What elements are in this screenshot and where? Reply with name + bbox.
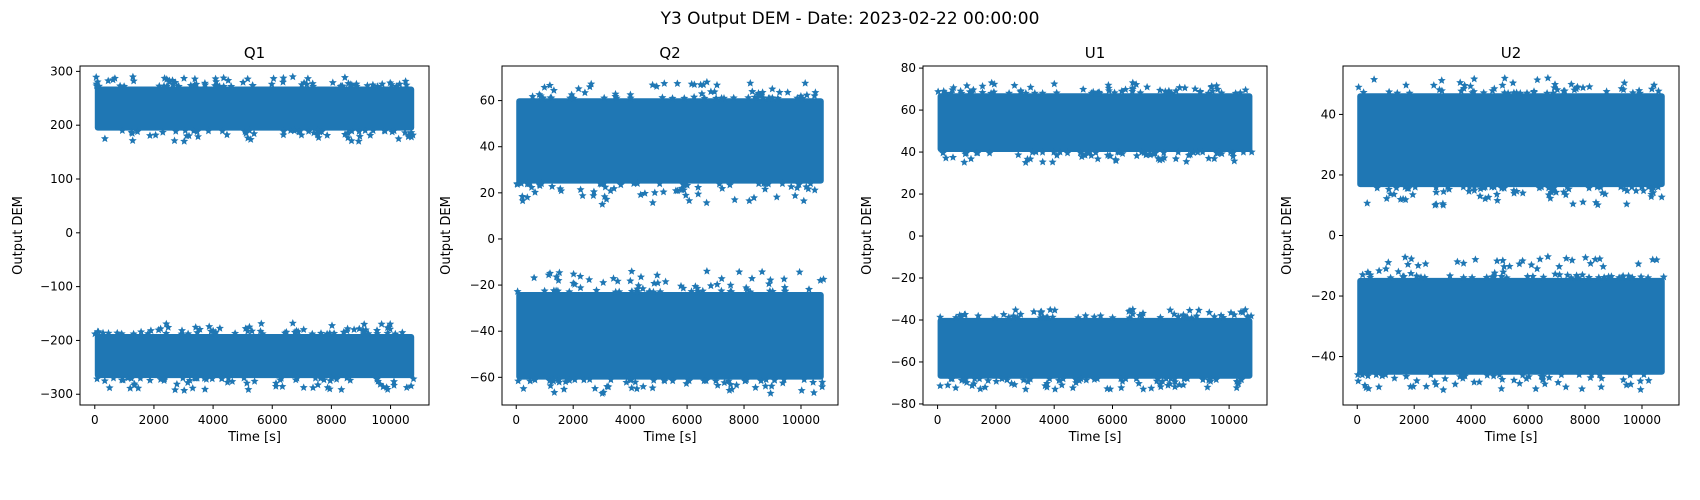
y-tick-label: 40 (901, 145, 916, 159)
y-tick-label: 0 (1328, 229, 1336, 243)
y-axis-label: Output DEM (11, 196, 26, 275)
outlier-markers (934, 78, 1256, 166)
x-tick-label: 6000 (1513, 413, 1544, 427)
axes-frame (501, 65, 839, 406)
outlier-markers (92, 72, 417, 145)
scatter-band-2 (936, 305, 1256, 393)
y-tick-label: 300 (50, 64, 73, 78)
band-core (516, 98, 824, 184)
x-tick-label: 0 (91, 413, 99, 427)
y-tick-label: 0 (908, 229, 916, 243)
x-axis-label: Time [s] (227, 430, 281, 445)
x-tick-label: 0 (512, 413, 520, 427)
y-tick-label: −20 (470, 278, 495, 292)
y-tick-label: 0 (65, 226, 73, 240)
y-tick-label: 40 (480, 140, 495, 154)
x-tick-label: 8000 (1570, 413, 1601, 427)
axes-frame (922, 65, 1268, 406)
x-axis-label: Time [s] (643, 430, 697, 445)
y-tick-label: 80 (901, 61, 916, 75)
x-tick-label: 4000 (1456, 413, 1487, 427)
outlier-markers (1353, 252, 1668, 394)
outlier-markers (91, 319, 418, 394)
y-tick-label: −100 (40, 280, 73, 294)
band-core (1357, 93, 1665, 188)
y-tick-label: −40 (1311, 350, 1336, 364)
x-axis-label: Time [s] (1068, 430, 1122, 445)
y-axis-label: Output DEM (439, 196, 454, 275)
y-tick-label: 60 (480, 94, 495, 108)
band-core (94, 333, 415, 379)
subplot-title: Q1 (244, 44, 265, 62)
y-tick-label: −200 (40, 333, 73, 347)
subplot-title: U1 (1085, 44, 1106, 62)
x-tick-label: 10000 (371, 413, 409, 427)
band-core (516, 292, 824, 380)
x-tick-label: 8000 (1156, 413, 1187, 427)
y-tick-label: −80 (891, 397, 916, 411)
x-tick-label: 0 (934, 413, 942, 427)
x-tick-label: 10000 (1210, 413, 1248, 427)
subplot-q1: 0 2000 4000 6000 8000 10000 −300 −200 −100 0 100 20… (11, 44, 430, 445)
x-tick-label: 10000 (782, 413, 820, 427)
figure-title: Y3 Output DEM - Date: 2023-02-22 00:00:0… (660, 9, 1040, 29)
y-tick-label: −20 (891, 271, 916, 285)
scatter-band-1 (934, 78, 1256, 166)
band-core (937, 93, 1253, 153)
scatter-band-1 (513, 77, 824, 208)
subplot-q2: 0 2000 4000 6000 8000 10000 −60 −40 −20 0 20 40 60 Q2… (439, 44, 839, 445)
y-tick-label: −300 (40, 387, 73, 401)
x-tick-label: 2000 (558, 413, 589, 427)
x-tick-label: 2000 (139, 413, 170, 427)
y-tick-label: 20 (1321, 168, 1336, 182)
x-tick-label: 4000 (1039, 413, 1070, 427)
outlier-markers (513, 77, 820, 208)
x-tick-label: 10000 (1623, 413, 1661, 427)
x-tick-label: 6000 (1097, 413, 1128, 427)
x-tick-label: 2000 (981, 413, 1012, 427)
band-core (94, 86, 415, 131)
subplot-u2: 0 2000 4000 6000 8000 10000 −40 −20 0 20 40 U2 Time … (1280, 44, 1680, 445)
scatter-band-1 (92, 72, 417, 145)
y-tick-label: −60 (470, 370, 495, 384)
scatter-band-2 (1353, 252, 1668, 394)
y-tick-label: −40 (891, 313, 916, 327)
y-tick-label: −20 (1311, 289, 1336, 303)
subplot-grid: 0 2000 4000 6000 8000 10000−300−200−100010020… (11, 44, 1680, 445)
y-tick-label: −60 (891, 355, 916, 369)
x-tick-label: 6000 (672, 413, 703, 427)
axes-frame (79, 65, 430, 406)
band-core (937, 317, 1253, 379)
x-tick-label: 0 (1353, 413, 1361, 427)
scatter-band-2 (91, 319, 418, 394)
outlier-markers (936, 305, 1256, 393)
y-tick-label: 20 (901, 187, 916, 201)
y-tick-label: 100 (50, 172, 73, 186)
y-tick-label: 40 (1321, 107, 1336, 121)
y-axis-label: Output DEM (860, 196, 875, 275)
x-tick-label: 4000 (198, 413, 229, 427)
x-tick-label: 8000 (729, 413, 760, 427)
x-tick-label: 4000 (615, 413, 646, 427)
subplot-title: Q2 (659, 44, 680, 62)
scatter-band-1 (1354, 73, 1666, 209)
y-tick-label: 20 (480, 186, 495, 200)
x-axis-label: Time [s] (1484, 430, 1538, 445)
scatter-band-2 (513, 267, 828, 397)
subplot-title: U2 (1501, 44, 1522, 62)
band-core (1357, 277, 1665, 375)
y-tick-label: 0 (487, 232, 495, 246)
x-tick-label: 2000 (1399, 413, 1430, 427)
y-axis-label: Output DEM (1280, 196, 1295, 275)
y-tick-label: 200 (50, 118, 73, 132)
y-tick-label: 60 (901, 103, 916, 117)
x-tick-label: 6000 (257, 413, 288, 427)
y-tick-label: −40 (470, 324, 495, 338)
x-tick-label: 8000 (316, 413, 347, 427)
subplot-u1: 0 2000 4000 6000 8000 10000 −80 −60 −40 −20 0 20 40 6… (860, 44, 1268, 445)
